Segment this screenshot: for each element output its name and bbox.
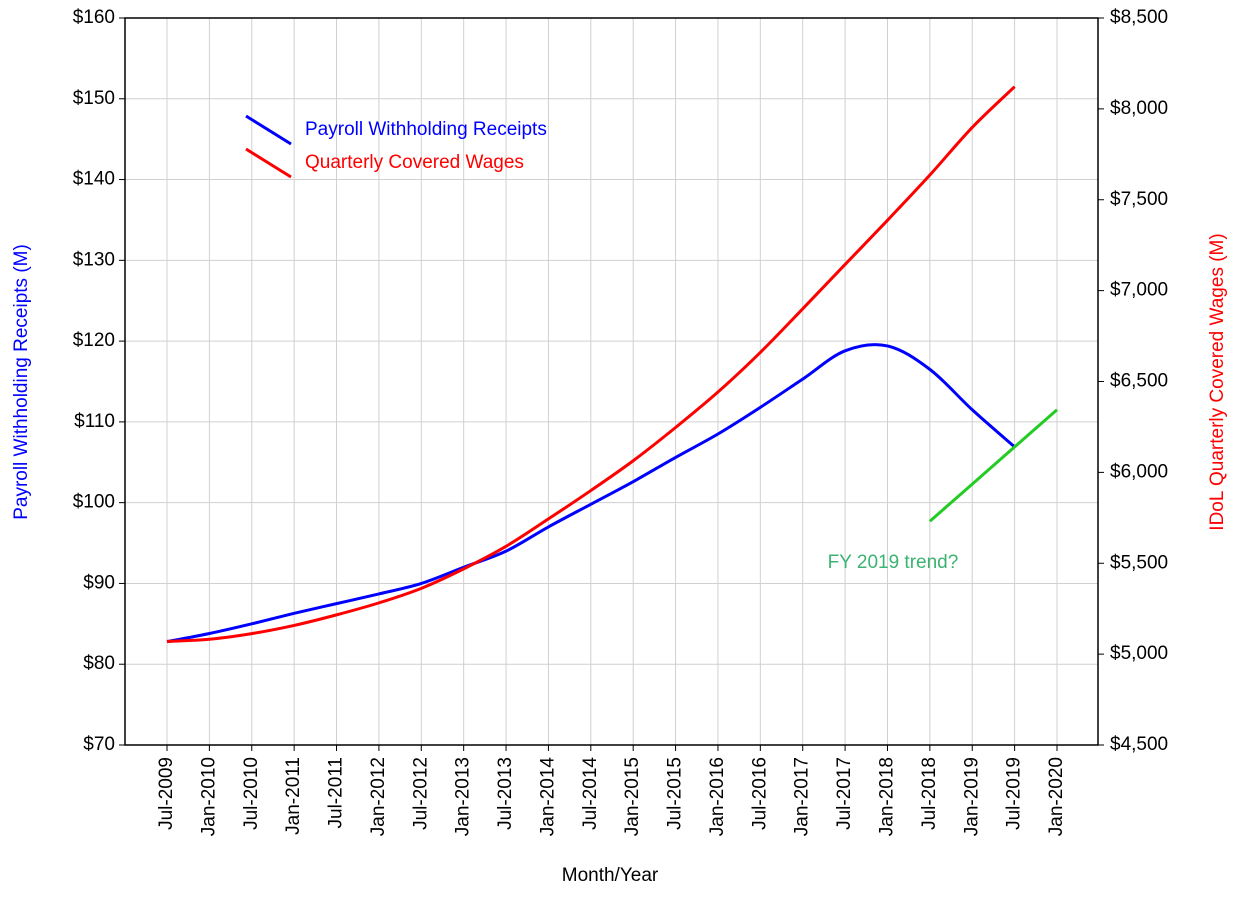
x-tick-label: Jul-2010: [241, 757, 262, 830]
y2-tick-label: $8,500: [1110, 7, 1168, 28]
x-axis-title: Month/Year: [562, 865, 659, 886]
x-tick-label: Jan-2016: [707, 757, 728, 836]
y-tick-label: $100: [73, 492, 115, 513]
line-series: [166, 85, 1016, 643]
legend-swatch: [245, 114, 292, 146]
legend-label: Payroll Withholding Receipts: [305, 119, 547, 140]
y2-tick-label: $7,000: [1110, 280, 1168, 301]
y-tick-label: $90: [83, 572, 115, 593]
y2-tick-label: $4,500: [1110, 734, 1168, 755]
x-tick-label: Jul-2016: [749, 757, 770, 830]
y2-tick-label: $8,000: [1110, 98, 1168, 119]
y-axis-title: Payroll Withholding Receipts (M): [11, 244, 32, 520]
y2-tick-label: $6,500: [1110, 371, 1168, 392]
y-tick-label: $80: [83, 653, 115, 674]
x-tick-label: Jul-2013: [495, 757, 516, 830]
y-tick-label: $150: [73, 88, 115, 109]
plot-frame: [124, 17, 1099, 746]
x-tick-label: Jul-2018: [919, 757, 940, 830]
x-tick-label: Jan-2013: [453, 757, 474, 836]
x-tick-label: Jan-2010: [198, 757, 219, 836]
legend-swatch: [245, 147, 292, 179]
y2-tick-label: $5,500: [1110, 552, 1168, 573]
x-tick-label: Jul-2019: [1004, 757, 1025, 830]
x-tick-label: Jan-2015: [622, 757, 643, 836]
x-tick-label: Jul-2009: [156, 757, 177, 830]
x-tick-label: Jul-2017: [834, 757, 855, 830]
x-tick-label: Jan-2019: [961, 757, 982, 836]
y-tick-label: $160: [73, 7, 115, 28]
y-tick-label: $120: [73, 330, 115, 351]
x-tick-label: Jan-2020: [1046, 757, 1067, 836]
line-series: [166, 343, 1016, 644]
annotation: FY 2019 trend?: [828, 552, 959, 573]
x-tick-label: Jul-2014: [580, 757, 601, 830]
y2-tick-label: $7,500: [1110, 189, 1168, 210]
y-tick-label: $70: [83, 734, 115, 755]
y2-tick-label: $6,000: [1110, 461, 1168, 482]
y2-tick-label: $5,000: [1110, 643, 1168, 664]
x-tick-label: Jan-2014: [537, 757, 558, 837]
y2-axis-title: IDoL Quarterly Covered Wages (M): [1207, 233, 1228, 530]
x-tick-label: Jan-2012: [368, 757, 389, 836]
line-series: [928, 408, 1058, 523]
y-tick-label: $140: [73, 169, 115, 190]
x-tick-label: Jan-2018: [876, 757, 897, 836]
x-tick-label: Jul-2011: [326, 757, 347, 828]
x-tick-label: Jul-2015: [665, 757, 686, 830]
y-tick-label: $110: [74, 411, 115, 432]
legend-label: Quarterly Covered Wages: [305, 152, 524, 173]
x-tick-label: Jan-2017: [792, 757, 813, 836]
x-tick-label: Jan-2011: [283, 757, 304, 835]
x-tick-label: Jul-2012: [410, 757, 431, 830]
y-tick-label: $130: [73, 249, 115, 270]
